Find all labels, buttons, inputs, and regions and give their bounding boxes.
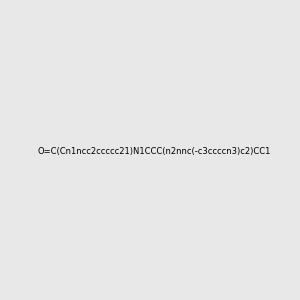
Text: O=C(Cn1ncc2ccccc21)N1CCC(n2nnc(-c3ccccn3)c2)CC1: O=C(Cn1ncc2ccccc21)N1CCC(n2nnc(-c3ccccn3… <box>37 147 270 156</box>
